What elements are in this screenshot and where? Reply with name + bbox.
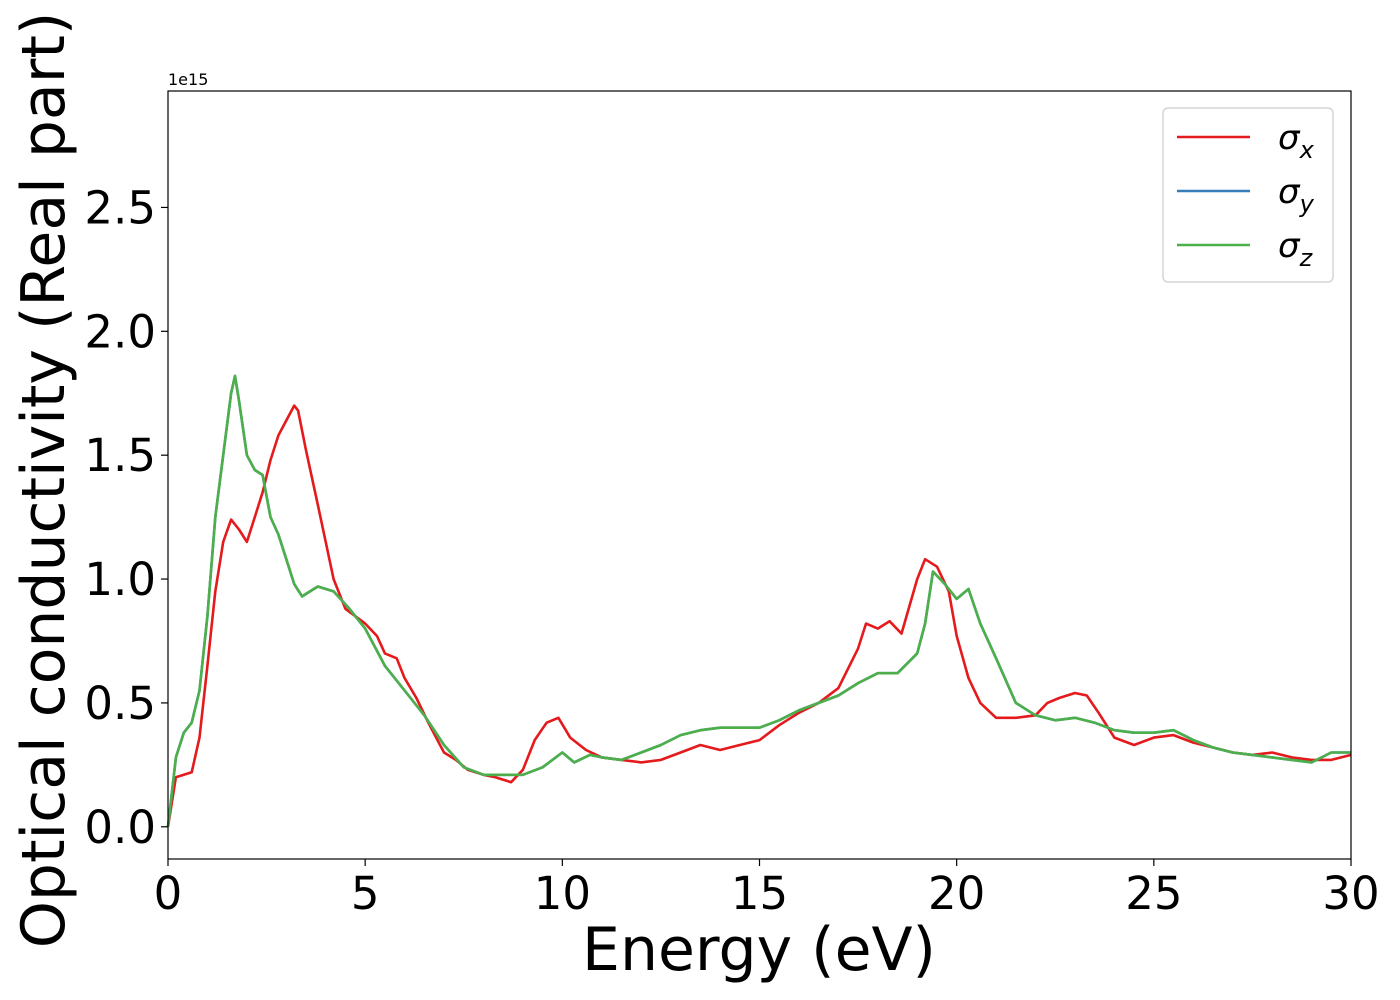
y-tick-label: 1.0: [84, 553, 156, 606]
x-tick-label: 30: [1322, 867, 1379, 920]
x-tick-label: 15: [731, 867, 788, 920]
x-tick-label: 25: [1125, 867, 1182, 920]
series-line-y: [166, 374, 1351, 827]
y-tick-label: 0.0: [84, 801, 156, 854]
y-tick-label: 0.5: [84, 677, 156, 730]
x-tick-label: 5: [351, 867, 380, 920]
legend-label-z: σz: [1278, 226, 1314, 272]
x-tick-label: 20: [928, 867, 985, 920]
y-axis-label: Optical conductivity (Real part): [9, 12, 79, 949]
y-offset-label: 1e15: [168, 70, 208, 89]
y-tick-label: 2.5: [84, 181, 156, 234]
x-tick-label: 10: [534, 867, 591, 920]
series-layer: [166, 374, 1352, 828]
series-line-x: [166, 404, 1352, 828]
x-axis-ticks: 0 5 10 15 20 25 30: [154, 859, 1380, 920]
y-tick-label: 2.0: [84, 305, 156, 358]
x-axis-label: Energy (eV): [582, 915, 936, 985]
x-tick-label: 0: [154, 867, 183, 920]
y-axis-ticks: 0.0 0.5 1.0 1.5 2.0 2.5: [84, 181, 168, 854]
series-line-z: [166, 374, 1351, 827]
legend-box: [1162, 107, 1334, 283]
y-tick-label: 1.5: [84, 429, 156, 482]
